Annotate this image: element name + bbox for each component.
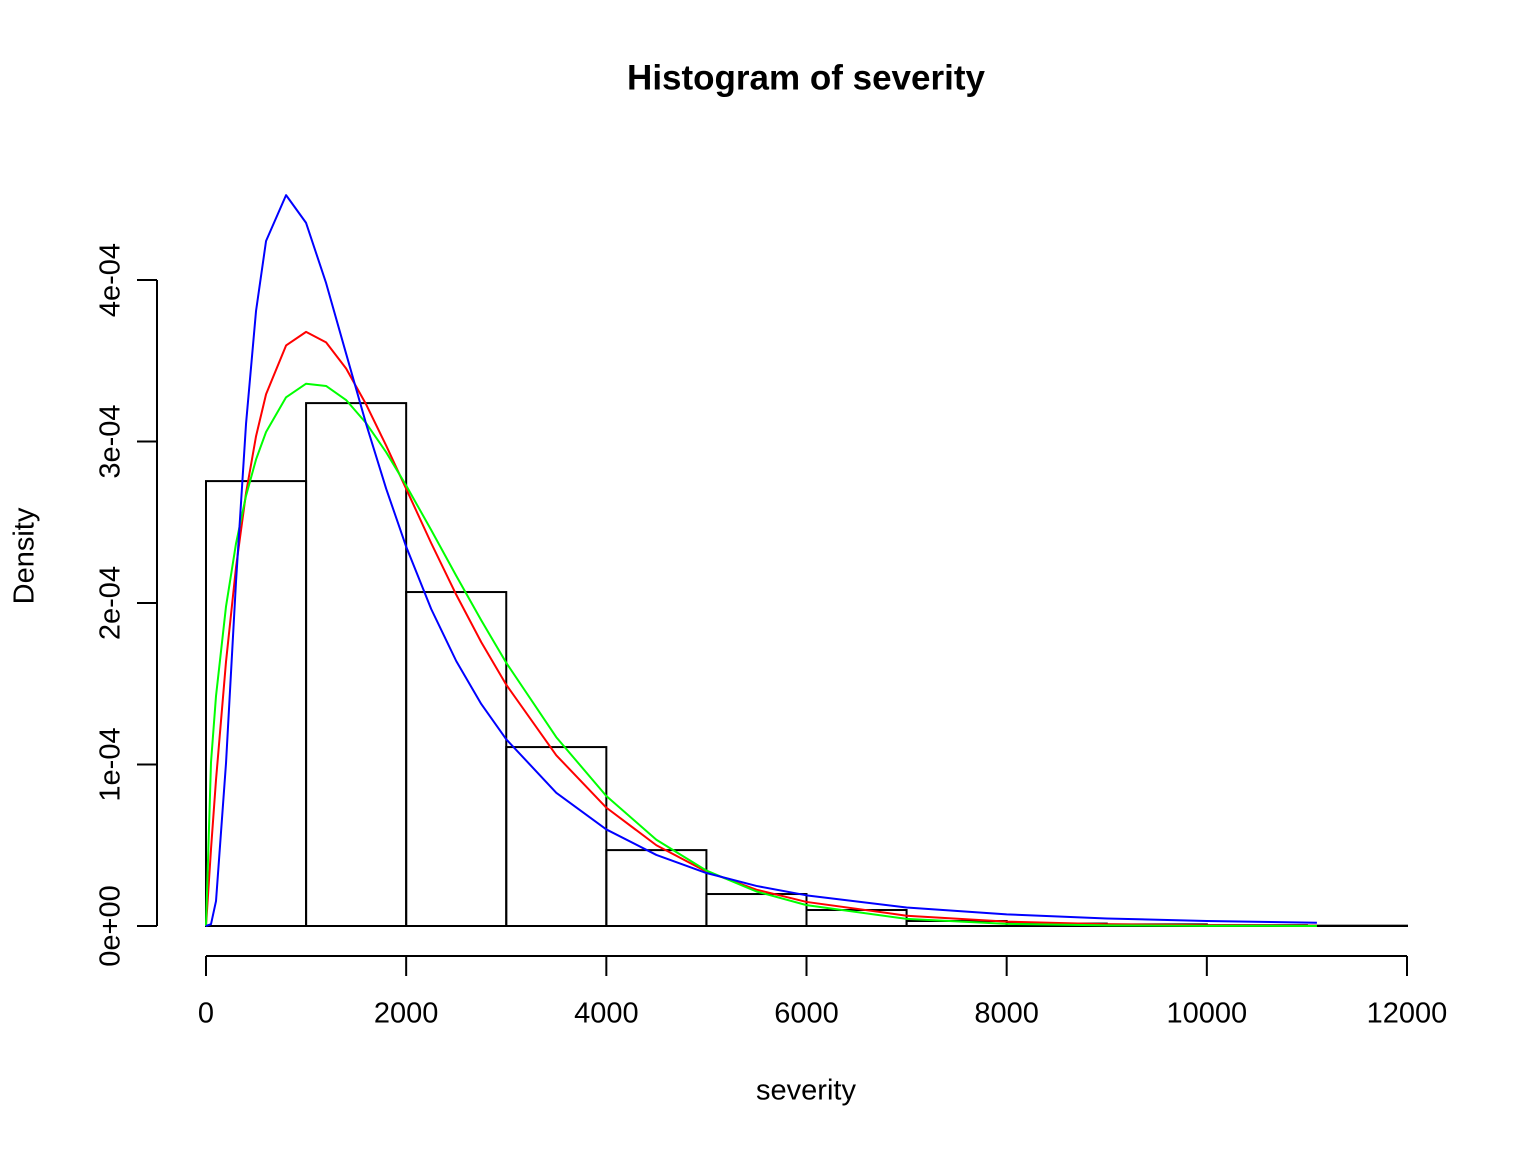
density-curve (205, 330, 1317, 927)
histogram-bar (505, 746, 608, 928)
y-axis-label: Density (9, 507, 41, 604)
x-tick-label: 6000 (774, 998, 839, 1030)
histogram-bar (305, 402, 408, 927)
x-tick-label: 8000 (974, 998, 1039, 1030)
x-tick-label: 10000 (1167, 998, 1248, 1030)
histogram-bar (405, 591, 508, 928)
x-tick-label: 2000 (374, 998, 439, 1030)
x-tick-label: 12000 (1367, 998, 1448, 1030)
x-axis-label: severity (756, 1075, 856, 1107)
y-tick-label: 3e-04 (95, 404, 127, 478)
y-tick-label: 1e-04 (95, 727, 127, 801)
density-curve (205, 382, 1317, 927)
x-tick-label: 0 (198, 998, 214, 1030)
x-tick-label: 4000 (574, 998, 639, 1030)
histogram-bar (205, 480, 308, 927)
chart-title: Histogram of severity (627, 58, 985, 97)
density-curve (205, 194, 1317, 927)
y-tick-label: 2e-04 (95, 566, 127, 640)
histogram-bar (605, 849, 708, 927)
y-tick-label: 0e+00 (95, 885, 127, 966)
y-tick-label: 4e-04 (95, 243, 127, 317)
